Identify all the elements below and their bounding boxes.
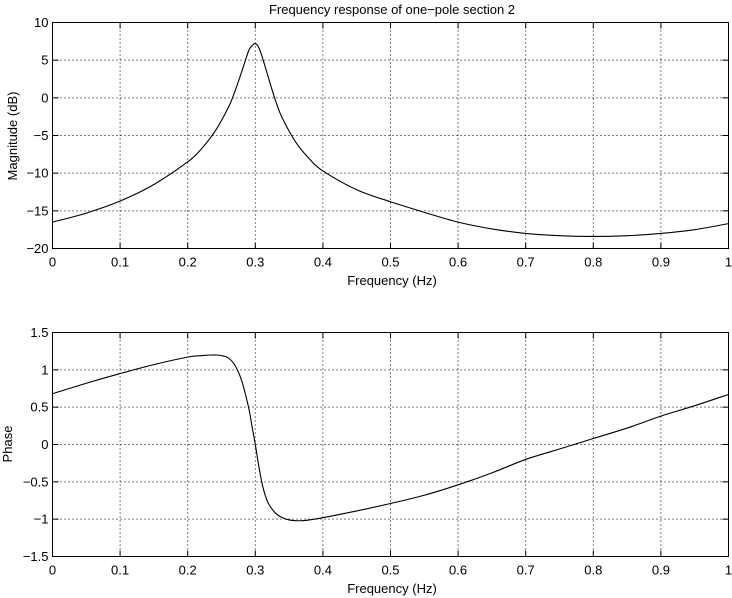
phase-ticks	[52, 332, 729, 557]
phase-y-tick-labels: 1.5 1 0.5 0 −0.5 −1 −1.5	[23, 325, 49, 564]
phase-grid	[52, 332, 729, 557]
phase-x-tick-label: 0	[49, 563, 56, 578]
phase-x-tick-label: 0.5	[381, 563, 399, 578]
phase-x-tick-label: 1	[725, 563, 732, 578]
phase-x-tick-label: 0.1	[111, 563, 129, 578]
phase-curve	[52, 354, 729, 522]
phase-y-tick-label: −1	[34, 512, 49, 527]
magnitude-y-tick-label: −5	[34, 128, 49, 143]
phase-panel: 0 0.1 0.2 0.3 0.4 0.5 0.6 0.7 0.8 0.9 1 1.5 1 0.5 0 −0…	[0, 325, 732, 596]
magnitude-x-tick-label: 0.1	[111, 255, 129, 270]
magnitude-x-tick-label: 1	[725, 255, 732, 270]
magnitude-x-axis-label: Frequency (Hz)	[347, 273, 437, 288]
phase-y-tick-label: −0.5	[23, 474, 49, 489]
magnitude-x-tick-label: 0.4	[314, 255, 332, 270]
magnitude-x-tick-label: 0.2	[179, 255, 197, 270]
magnitude-panel: Frequency response of one−pole section 2…	[5, 2, 732, 288]
magnitude-ticks	[52, 22, 729, 249]
magnitude-y-tick-label: −15	[26, 203, 48, 218]
magnitude-y-tick-label: 5	[41, 53, 48, 68]
phase-y-tick-label: 1	[41, 362, 48, 377]
phase-y-tick-label: 0	[41, 437, 48, 452]
magnitude-grid	[52, 22, 729, 249]
chart-title: Frequency response of one−pole section 2	[269, 2, 515, 17]
phase-x-tick-label: 0.9	[652, 563, 670, 578]
magnitude-y-tick-labels: 10 5 0 −5 −10 −15 −20	[26, 15, 48, 256]
magnitude-x-tick-label: 0.5	[381, 255, 399, 270]
magnitude-x-tick-label: 0.8	[584, 255, 602, 270]
magnitude-x-tick-label: 0.3	[246, 255, 264, 270]
phase-x-axis-label: Frequency (Hz)	[347, 581, 437, 596]
phase-y-axis-label: Phase	[0, 426, 15, 463]
phase-x-tick-label: 0.8	[584, 563, 602, 578]
phase-x-tick-label: 0.2	[179, 563, 197, 578]
magnitude-y-tick-label: 10	[34, 15, 48, 30]
phase-x-tick-label: 0.4	[314, 563, 332, 578]
magnitude-y-tick-label: −20	[26, 241, 48, 256]
phase-x-tick-label: 0.7	[517, 563, 535, 578]
phase-y-tick-label: 0.5	[30, 400, 48, 415]
phase-y-tick-label: 1.5	[30, 325, 48, 340]
magnitude-curve	[52, 43, 729, 238]
phase-y-tick-label: −1.5	[23, 549, 49, 564]
magnitude-x-tick-label: 0.7	[517, 255, 535, 270]
magnitude-x-tick-label: 0	[49, 255, 56, 270]
phase-x-tick-label: 0.3	[246, 563, 264, 578]
magnitude-y-tick-label: −10	[26, 166, 48, 181]
phase-x-tick-label: 0.6	[449, 563, 467, 578]
magnitude-x-tick-label: 0.9	[652, 255, 670, 270]
magnitude-x-tick-label: 0.6	[449, 255, 467, 270]
phase-x-tick-labels: 0 0.1 0.2 0.3 0.4 0.5 0.6 0.7 0.8 0.9 1	[49, 563, 732, 578]
magnitude-y-tick-label: 0	[41, 90, 48, 105]
magnitude-x-tick-labels: 0 0.1 0.2 0.3 0.4 0.5 0.6 0.7 0.8 0.9 1	[49, 255, 732, 270]
magnitude-y-axis-label: Magnitude (dB)	[5, 92, 20, 181]
